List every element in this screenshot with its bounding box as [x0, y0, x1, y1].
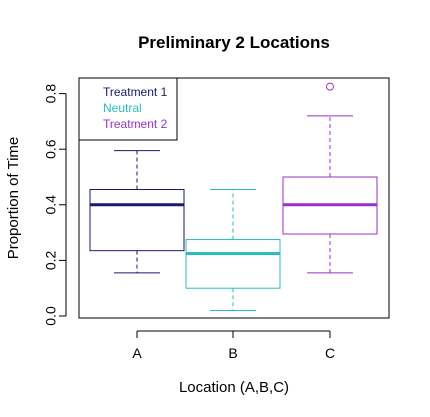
x-tick-label: B — [228, 345, 237, 361]
plot-layer: 0.0 0.2 0.4 0.6 0.8 A B C Treatment 1 Neutral Trea… — [43, 77, 378, 361]
chart-title: Preliminary 2 Locations — [138, 33, 330, 52]
box-iqr — [185, 239, 281, 289]
y-tick-label: 0.2 — [43, 250, 59, 270]
y-tick-label: 0.6 — [43, 139, 59, 159]
legend-entry: Treatment 2 — [103, 117, 168, 131]
plot-frame — [78, 77, 390, 319]
legend-entry: Treatment 1 — [103, 85, 168, 99]
box-iqr — [89, 189, 185, 252]
legend-entry: Neutral — [103, 101, 142, 115]
y-tick-label: 0.4 — [43, 195, 59, 215]
x-tick-label: A — [132, 345, 142, 361]
x-tick-label: C — [325, 345, 335, 361]
y-tick-label: 0.8 — [43, 84, 59, 104]
y-tick-label: 0.0 — [43, 306, 59, 326]
y-axis-label: Proportion of Time — [5, 137, 22, 260]
legend-box — [78, 77, 178, 141]
outlier-point — [326, 82, 334, 91]
x-axis-label: Location (A,B,C) — [179, 379, 289, 396]
